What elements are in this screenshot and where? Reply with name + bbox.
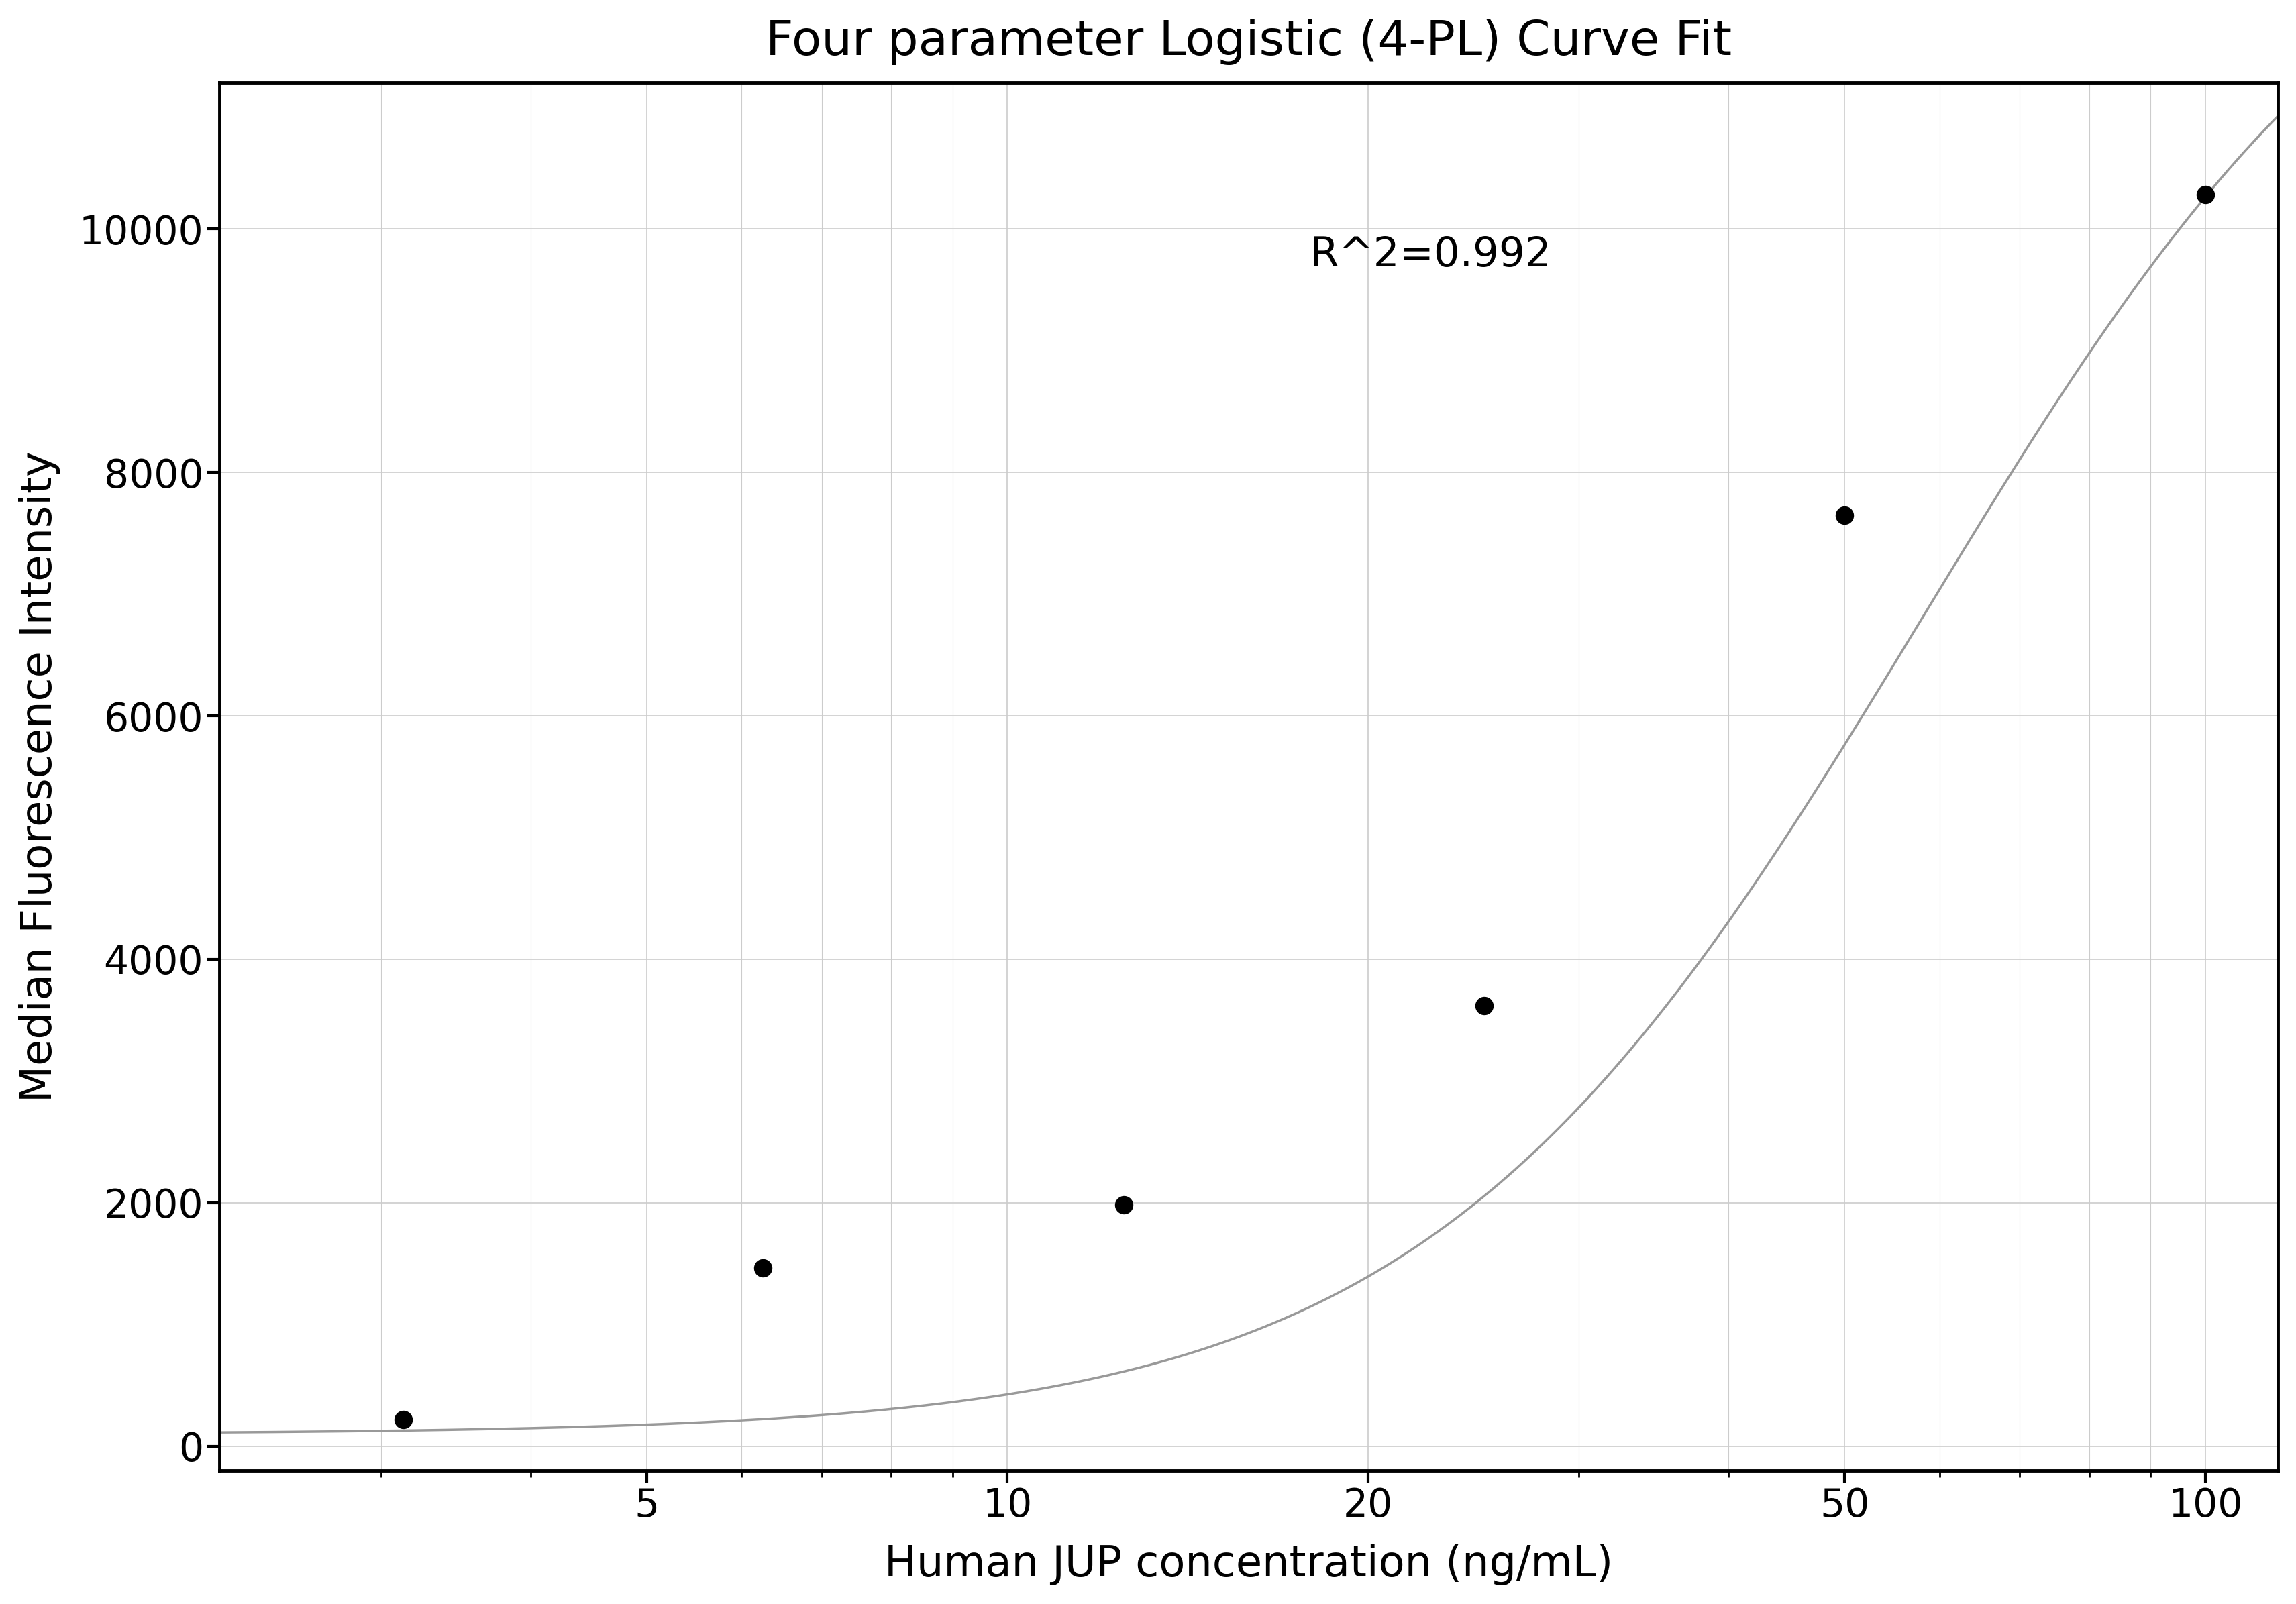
Point [1104, 1192, 1141, 1217]
Point [386, 1407, 422, 1432]
X-axis label: Human JUP concentration (ng/mL): Human JUP concentration (ng/mL) [884, 1543, 1612, 1585]
Point [1825, 502, 1862, 528]
Point [744, 1256, 781, 1282]
Y-axis label: Median Fluorescence Intensity: Median Fluorescence Intensity [18, 451, 60, 1102]
Title: Four parameter Logistic (4-PL) Curve Fit: Four parameter Logistic (4-PL) Curve Fit [765, 19, 1731, 64]
Text: R^2=0.992: R^2=0.992 [1311, 236, 1550, 274]
Point [1465, 993, 1502, 1019]
Point [2186, 181, 2223, 207]
